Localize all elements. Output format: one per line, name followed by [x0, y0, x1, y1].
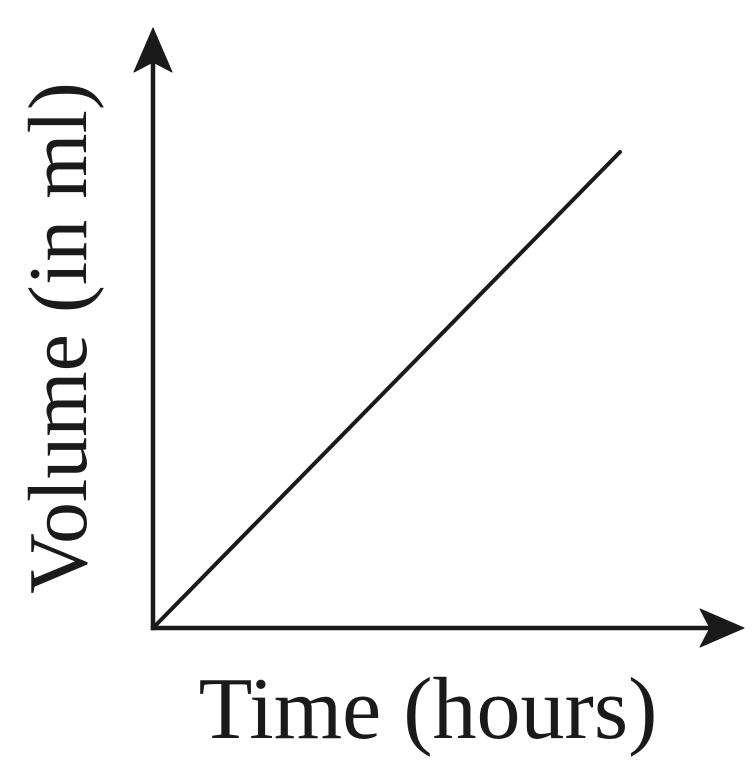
y-axis-arrow [133, 27, 173, 73]
x-axis-arrow [699, 608, 745, 648]
series-line [151, 150, 622, 630]
y-axis-title: Volume (in ml) [12, 82, 105, 594]
x-axis-title: Time (hours) [199, 661, 658, 758]
